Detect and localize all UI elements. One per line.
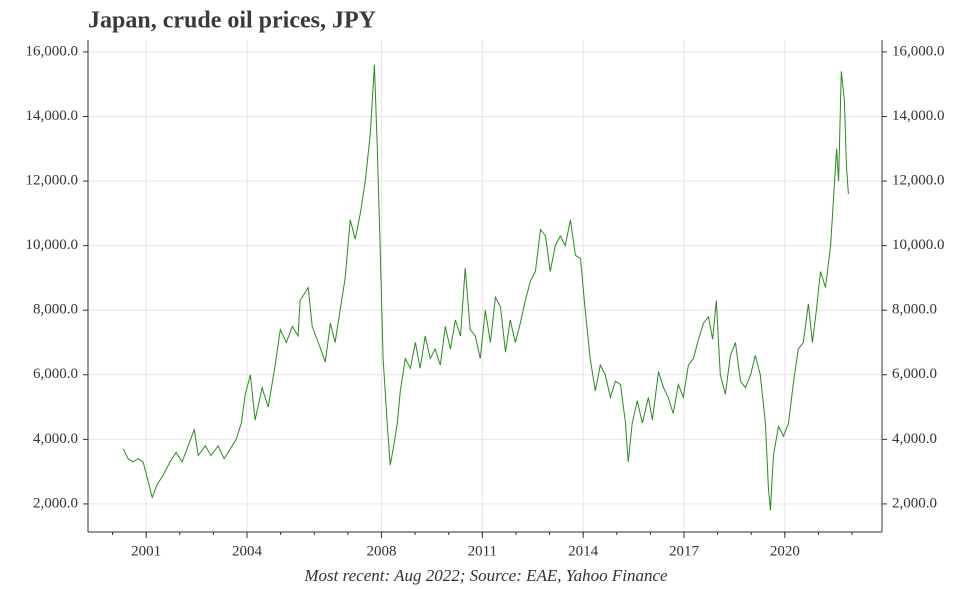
y2-tick-label: 6,000.0 [892, 366, 937, 382]
x-tick-label: 2001 [131, 543, 161, 559]
x-tick-label: 2011 [468, 543, 497, 559]
y2-tick-label: 16,000.0 [892, 43, 945, 59]
chart-title: Japan, crude oil prices, JPY [88, 8, 376, 34]
y-tick-label: 4,000.0 [33, 431, 78, 447]
y2-tick-label: 4,000.0 [892, 431, 937, 447]
y-tick-label: 2,000.0 [33, 495, 78, 511]
x-tick-label: 2014 [568, 543, 599, 559]
y2-tick-label: 12,000.0 [892, 173, 945, 189]
y-tick-label: 6,000.0 [33, 366, 78, 382]
y-tick-label: 12,000.0 [26, 173, 79, 189]
y-tick-label: 16,000.0 [26, 43, 79, 59]
footnote: Most recent: Aug 2022; Source: EAE, Yaho… [303, 566, 668, 585]
x-tick-label: 2020 [770, 543, 800, 559]
y-tick-label: 14,000.0 [26, 108, 79, 124]
x-tick-label: 2004 [232, 543, 263, 559]
price-line [122, 64, 849, 511]
y-tick-label: 8,000.0 [33, 302, 78, 318]
y2-tick-label: 10,000.0 [892, 237, 945, 253]
y2-tick-label: 14,000.0 [892, 108, 945, 124]
y-tick-label: 10,000.0 [26, 237, 79, 253]
x-tick-label: 2017 [669, 543, 700, 559]
y2-tick-label: 2,000.0 [892, 495, 937, 511]
x-tick-label: 2008 [366, 543, 396, 559]
y2-tick-label: 8,000.0 [892, 302, 937, 318]
